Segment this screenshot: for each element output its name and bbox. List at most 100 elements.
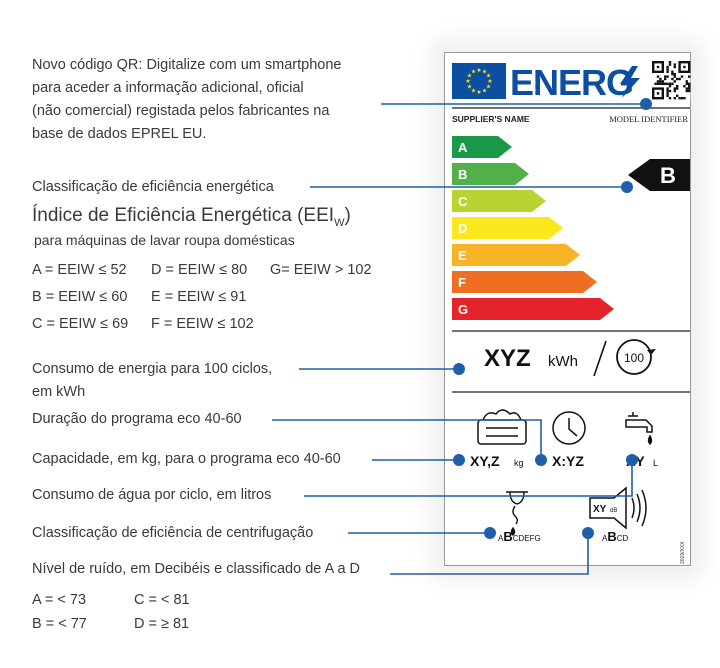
cycles-arrow-icon (647, 349, 656, 355)
qr-module (673, 73, 676, 76)
qr-module (676, 77, 679, 81)
qr-module (688, 85, 691, 88)
qr-module (666, 70, 669, 73)
regulation-number: 2019/XXX (680, 541, 686, 564)
class-bar-letter: G (458, 302, 468, 317)
callout-qr-dot (640, 98, 652, 110)
eu-star-icon (487, 78, 493, 83)
water-unit: L (653, 458, 658, 468)
qr-module (688, 89, 691, 93)
qr-module (688, 87, 691, 90)
qr-module (666, 89, 669, 93)
qr-module (678, 77, 681, 81)
water-annotation: Consumo de água por ciclo, em litros (32, 487, 272, 503)
qr-module (666, 87, 669, 90)
callout-noise-dot (582, 527, 594, 539)
energy-unit: kWh (548, 353, 578, 370)
qr-code-icon (652, 61, 691, 100)
noise-b: B = < 77 (32, 616, 87, 632)
class-bar-c: C (452, 190, 546, 212)
class-bar-letter: C (458, 194, 468, 209)
qr-line-3: (não comercial) registada pelos fabrican… (32, 103, 330, 119)
qr-module (671, 73, 674, 76)
class-bar-letter: D (458, 221, 467, 236)
energy-value: XYZ (484, 345, 531, 372)
class-bar-shape (452, 217, 563, 239)
class-bar-d: D (452, 217, 563, 239)
eu-star-icon (486, 73, 491, 78)
noise-box-value: XY (593, 504, 607, 515)
qr-module (683, 85, 686, 88)
noise-box-unit: dB (610, 508, 617, 514)
model-identifier: MODEL IDENTIFIER (609, 114, 688, 124)
qr-module (668, 82, 672, 85)
qr-module (678, 97, 681, 100)
qr-module (673, 75, 676, 78)
energy-slash (593, 340, 607, 377)
qr-module (666, 75, 669, 78)
selected-class-letter: B (660, 163, 676, 188)
qr-line-2: para aceder a informação adicional, ofic… (32, 80, 304, 96)
qr-finder-core (656, 92, 660, 95)
class-bar-letter: F (458, 275, 466, 290)
eu-star-icon (486, 84, 491, 89)
qr-module (688, 82, 691, 85)
callout-capacity-dot (453, 454, 465, 466)
qr-module (666, 94, 669, 97)
spin-rating-selected: B (503, 529, 512, 544)
class-bar-shape (452, 136, 512, 158)
noise-d: D = ≥ 81 (134, 616, 190, 632)
cycles-icon (616, 339, 652, 375)
class-bar-shape (452, 190, 546, 212)
capacity-value: XY,Z (470, 453, 500, 469)
eei-b: B = EEIW ≤ 60 (32, 289, 128, 305)
capacity-icon (477, 409, 527, 445)
qr-module (668, 61, 672, 64)
eei-c: C = EEIW ≤ 69 (32, 316, 129, 332)
qr-module (683, 97, 686, 100)
qr-module (661, 80, 664, 83)
qr-module (666, 82, 669, 85)
qr-module (666, 68, 669, 71)
class-bar-shape (452, 163, 529, 185)
eei-title-sub: W (334, 216, 345, 229)
callout-noise-line (390, 533, 589, 575)
qr-module (654, 82, 657, 85)
eei-subtitle: para máquinas de lavar roupa domésticas (34, 232, 295, 248)
energy-line-1: Consumo de energia para 100 ciclos, (32, 361, 273, 377)
eu-stars-icon (465, 67, 493, 94)
class-bar-f: F (452, 271, 597, 293)
qr-module (656, 75, 660, 78)
capacity-unit: kg (514, 458, 524, 468)
spin-rating-suffix: CDEFG (513, 534, 541, 543)
qr-line-1: Novo código QR: Digitalize com um smartp… (32, 57, 342, 73)
qr-module (673, 80, 676, 83)
eei-title-close: ) (344, 205, 351, 226)
class-bar-shape (452, 298, 614, 320)
water-tap-icon (625, 412, 653, 446)
class-bar-g: G (452, 298, 614, 320)
qr-line-4: base de dados EPREL EU. (32, 126, 207, 142)
duration-value: X:YZ (552, 453, 584, 469)
qr-module (664, 82, 667, 85)
qr-module (676, 94, 679, 97)
qr-module (659, 77, 662, 81)
cycles-value: 100 (624, 351, 644, 365)
class-bar-b: B (452, 163, 529, 185)
qr-module (668, 89, 672, 93)
noise-speaker-icon (589, 486, 647, 530)
qr-module (664, 77, 667, 81)
qr-module (676, 85, 679, 88)
energy-brand: ENERG (510, 62, 633, 103)
qr-module (668, 85, 672, 88)
eei-e: E = EEIW ≤ 91 (151, 289, 247, 305)
qr-module (666, 92, 669, 95)
eei-d: D = EEIW ≤ 80 (151, 262, 248, 278)
qr-module (659, 82, 662, 85)
qr-annotation: Novo código QR: Digitalize com um smartp… (32, 54, 341, 146)
eei-f: F = EEIW ≤ 102 (151, 316, 254, 332)
eu-star-icon (467, 73, 472, 78)
noise-rating-selected: B (607, 529, 616, 544)
qr-module (671, 70, 674, 73)
